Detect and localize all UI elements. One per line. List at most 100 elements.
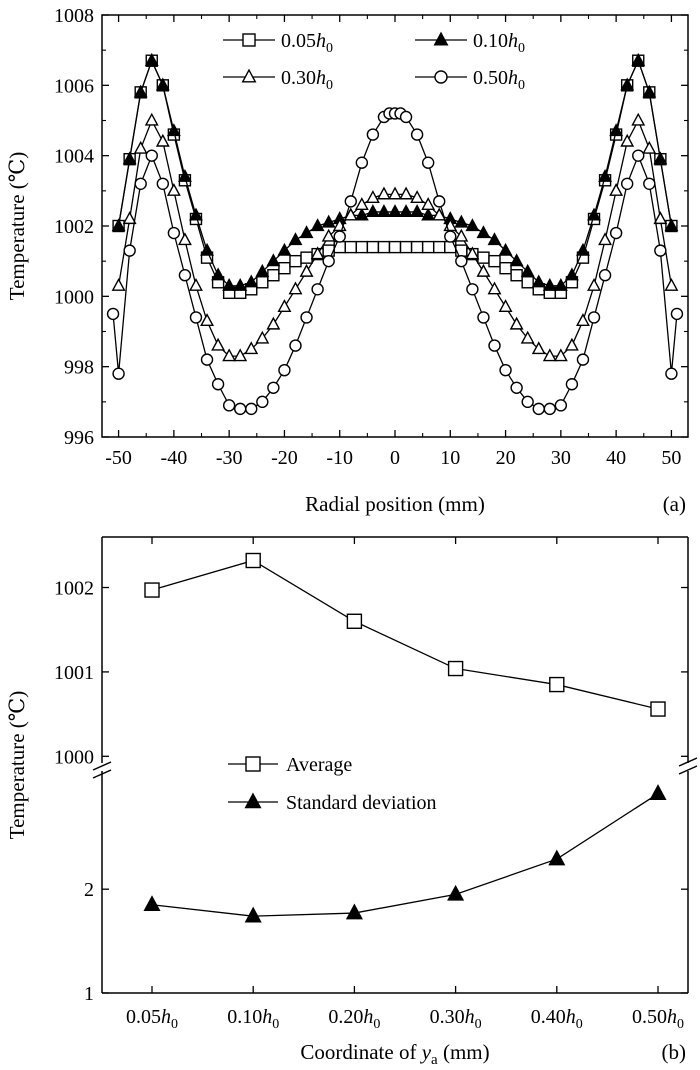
y-tick-label-a: 1000 bbox=[54, 286, 94, 308]
data-point-a bbox=[654, 244, 667, 257]
x-tick-label-main-b: 0.10 bbox=[227, 1006, 262, 1028]
y-tick-label-a: 1004 bbox=[54, 146, 94, 168]
data-point-a bbox=[520, 263, 535, 277]
data-point-b bbox=[244, 906, 262, 923]
y-tick-label-upper-b: 1000 bbox=[54, 746, 94, 768]
data-point-a bbox=[609, 226, 623, 240]
data-point-a bbox=[455, 254, 468, 268]
data-point-a bbox=[609, 123, 624, 137]
data-point-a bbox=[410, 190, 425, 203]
data-point-a bbox=[145, 149, 158, 162]
data-point-a bbox=[498, 299, 513, 312]
data-point-a bbox=[288, 281, 303, 295]
y-axis-title-b: Temperature (℃) bbox=[5, 691, 29, 840]
series-a-1 bbox=[111, 52, 679, 291]
data-point-a bbox=[144, 52, 159, 66]
data-point-a bbox=[278, 262, 291, 275]
data-point-a bbox=[499, 363, 512, 377]
x-tick-label-a: 40 bbox=[606, 447, 626, 469]
data-point-a bbox=[189, 311, 203, 324]
data-point-a bbox=[587, 207, 601, 221]
data-point-a bbox=[178, 269, 192, 282]
data-point-a bbox=[521, 395, 534, 409]
data-point-a bbox=[476, 225, 491, 239]
data-point-a bbox=[299, 225, 314, 239]
legend-marker-b bbox=[244, 792, 262, 809]
panel-label-b: (b) bbox=[662, 1040, 687, 1064]
x-tick-label-sub-b: 0 bbox=[272, 1017, 279, 1032]
legend-label-a-main: 0.50 bbox=[473, 67, 508, 89]
data-point-a bbox=[333, 240, 346, 254]
legend-b: Average Standard deviation bbox=[228, 754, 437, 814]
data-point-a bbox=[620, 177, 634, 191]
data-point-a bbox=[322, 244, 335, 257]
data-point-a bbox=[399, 204, 414, 218]
x-tick-label-b: 0.40h0 bbox=[531, 1006, 583, 1032]
legend-label-a-sub: 0 bbox=[326, 41, 333, 56]
data-point-a bbox=[321, 214, 336, 228]
x-tick-label-italic-b: h bbox=[262, 1006, 272, 1028]
data-point-a bbox=[344, 240, 357, 254]
legend-label-a-main: 0.05 bbox=[281, 30, 316, 52]
data-point-a bbox=[410, 204, 425, 218]
plot-frame-a bbox=[101, 14, 689, 438]
data-point-a bbox=[510, 269, 523, 282]
data-point-a bbox=[289, 339, 302, 352]
data-point-a bbox=[376, 204, 391, 218]
data-point-a bbox=[177, 168, 192, 182]
x-tick-label-a: 50 bbox=[661, 447, 681, 469]
series-a-2 bbox=[111, 112, 679, 362]
series-a-0 bbox=[112, 54, 678, 300]
data-point-a bbox=[321, 228, 336, 242]
data-point-a bbox=[542, 277, 557, 291]
y-tick-label-lower-b: 1 bbox=[84, 983, 94, 1005]
y-axis-title-a: Temperature (℃) bbox=[5, 152, 29, 301]
data-point-a bbox=[311, 283, 324, 296]
data-point-a bbox=[211, 267, 226, 281]
data-point-a bbox=[454, 228, 469, 242]
axis-break-mark bbox=[678, 765, 698, 775]
data-point-a bbox=[576, 242, 590, 256]
data-point-a bbox=[189, 277, 203, 291]
data-point-a bbox=[488, 254, 501, 268]
data-point-a bbox=[466, 283, 479, 296]
data-point-a bbox=[256, 395, 269, 409]
data-point-a bbox=[133, 140, 148, 154]
data-point-b bbox=[245, 552, 261, 569]
data-point-a bbox=[277, 299, 292, 312]
data-point-a bbox=[388, 240, 402, 254]
x-tick-label-a: -40 bbox=[161, 447, 188, 469]
x-axis-title-main-b: Coordinate of bbox=[300, 1040, 421, 1064]
x-tick-label-b: 0.20h0 bbox=[328, 1006, 380, 1032]
data-point-a bbox=[564, 337, 579, 351]
data-point-a bbox=[123, 244, 136, 257]
data-point-a bbox=[388, 186, 402, 200]
x-tick-label-main-b: 0.05 bbox=[126, 1006, 161, 1028]
data-point-a bbox=[310, 218, 325, 232]
data-point-a bbox=[322, 254, 335, 268]
data-point-a bbox=[256, 276, 269, 289]
data-point-a bbox=[111, 218, 126, 232]
data-point-a bbox=[277, 242, 292, 256]
data-point-a bbox=[211, 378, 225, 391]
data-point-a bbox=[234, 402, 247, 416]
data-point-a bbox=[133, 84, 148, 98]
data-point-a bbox=[344, 195, 357, 208]
panel-label-a: (a) bbox=[663, 492, 686, 516]
data-point-a bbox=[665, 367, 678, 380]
data-point-a bbox=[510, 381, 523, 394]
data-point-a bbox=[134, 177, 147, 191]
data-point-a bbox=[653, 211, 668, 225]
data-point-a bbox=[111, 277, 126, 291]
data-point-a bbox=[642, 140, 657, 154]
x-tick-label-a: -30 bbox=[216, 447, 243, 469]
axis-break-mark bbox=[678, 757, 698, 767]
data-point-a bbox=[598, 269, 612, 282]
data-point-a bbox=[122, 211, 137, 225]
data-point-a bbox=[509, 316, 524, 330]
data-point-a bbox=[310, 246, 325, 260]
legend-label-a: 0.10h0 bbox=[473, 30, 525, 56]
data-point-a bbox=[177, 232, 192, 246]
x-tick-label-sub-b: 0 bbox=[171, 1017, 178, 1032]
